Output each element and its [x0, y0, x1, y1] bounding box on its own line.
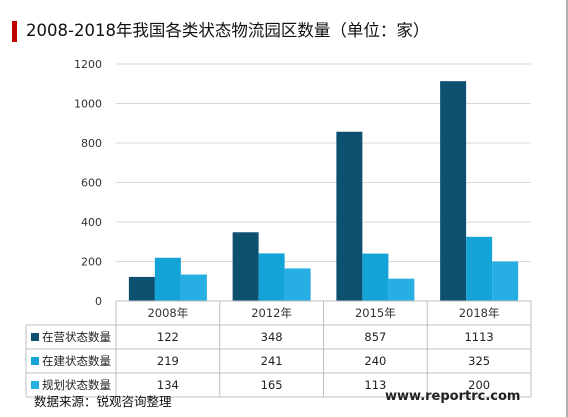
legend-label: 在建状态数量 — [42, 354, 111, 368]
legend-label: 在营状态数量 — [42, 330, 111, 344]
bar — [492, 261, 519, 301]
data-table-value: 200 — [468, 378, 490, 392]
bar — [362, 253, 389, 301]
data-table-value: 113 — [364, 378, 386, 392]
data-table-value: 241 — [261, 354, 283, 368]
data-table-value: 219 — [157, 354, 179, 368]
bar — [388, 278, 415, 301]
data-table-value: 165 — [261, 378, 283, 392]
website-watermark: www.reportrc.com — [385, 389, 521, 404]
bar — [128, 276, 155, 301]
data-table-value: 134 — [157, 378, 179, 392]
data-table-value: 240 — [364, 354, 386, 368]
title-accent-bar — [12, 21, 17, 42]
y-tick-label: 1000 — [74, 98, 102, 111]
y-tick-label: 1200 — [74, 58, 102, 71]
data-source-note: 数据来源：锐观咨询整理 — [34, 394, 172, 409]
legend-label: 规划状态数量 — [42, 378, 111, 392]
bar — [180, 274, 207, 301]
x-category-label: 2012年 — [251, 306, 292, 320]
bar — [232, 232, 259, 301]
y-tick-label: 600 — [81, 177, 102, 190]
legend-swatch — [31, 357, 39, 365]
data-table-value: 857 — [364, 330, 386, 344]
data-table-value: 325 — [468, 354, 490, 368]
legend-swatch — [31, 381, 39, 389]
y-tick-label: 400 — [81, 216, 102, 229]
bar — [466, 236, 493, 301]
data-table-value: 122 — [157, 330, 179, 344]
legend-swatch — [31, 333, 39, 341]
y-tick-label: 200 — [81, 256, 102, 269]
data-table-value: 348 — [261, 330, 283, 344]
x-category-label: 2015年 — [355, 306, 396, 320]
bar — [336, 131, 363, 301]
data-table-value: 1113 — [464, 330, 493, 344]
y-tick-label: 0 — [95, 295, 102, 308]
x-category-label: 2018年 — [459, 306, 500, 320]
y-tick-label: 800 — [81, 137, 102, 150]
bar — [284, 268, 311, 301]
frame-edge — [566, 0, 568, 417]
bar — [440, 81, 467, 302]
chart-title: 2008-2018年我国各类状态物流园区数量（单位：家） — [26, 21, 430, 40]
x-category-label: 2008年 — [147, 306, 188, 320]
bar — [154, 257, 181, 301]
bar — [258, 253, 285, 301]
